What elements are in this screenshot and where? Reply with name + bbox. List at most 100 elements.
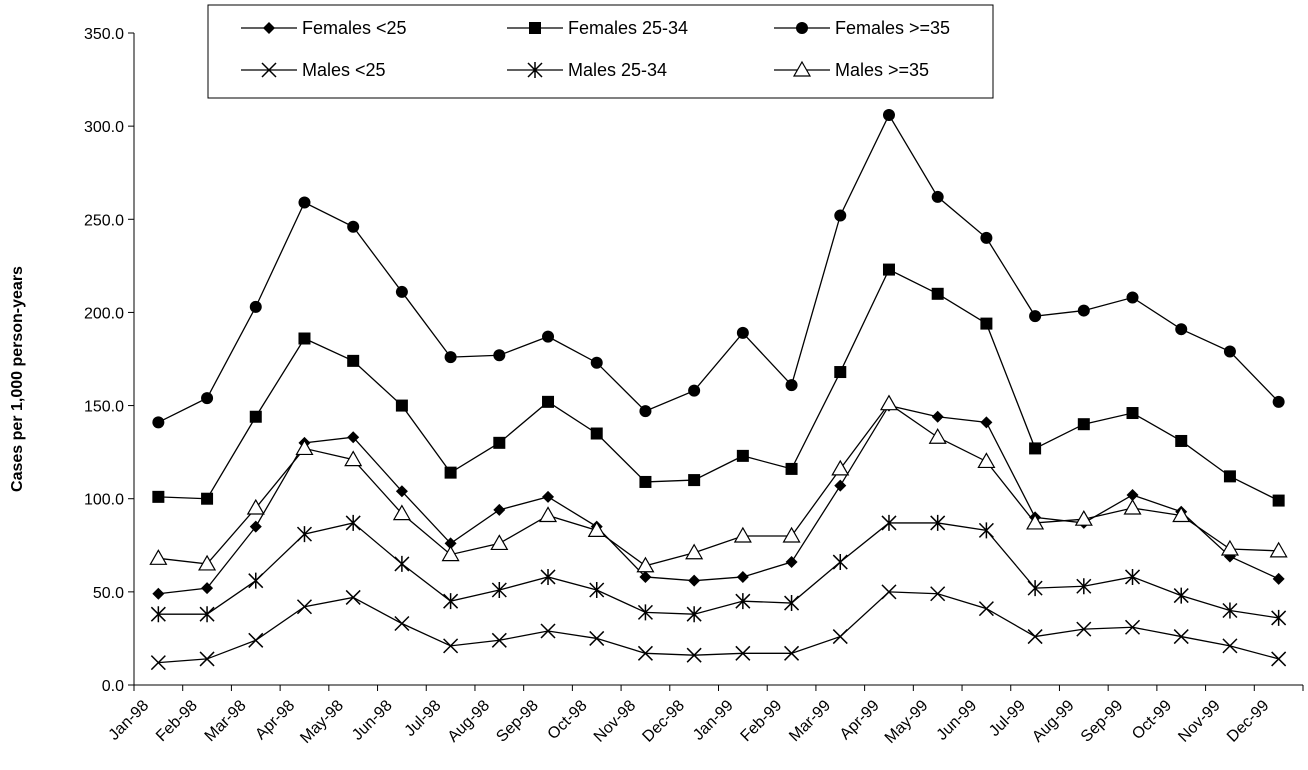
data-point: [688, 574, 701, 587]
data-point: [1074, 509, 1093, 526]
series-line: [158, 522, 1279, 619]
x-tick-label: Jun-99: [934, 697, 981, 744]
x-tick-label: Nov-98: [591, 697, 640, 746]
legend: Females <25 Females 25-34 Females >=35 Male…: [207, 4, 994, 99]
data-point: [298, 332, 311, 345]
data-point: [931, 287, 944, 300]
x-tick-label: Aug-98: [445, 697, 494, 746]
data-point: [1175, 323, 1188, 336]
data-point: [298, 196, 311, 209]
data-point: [296, 599, 313, 615]
data-point: [736, 326, 749, 339]
data-point: [443, 638, 459, 654]
legend-label: Females 25-34: [568, 18, 688, 38]
series-line: [158, 113, 1280, 423]
data-point: [1126, 488, 1139, 501]
data-point: [834, 209, 847, 222]
data-point: [785, 462, 798, 475]
data-point: [1076, 621, 1092, 637]
data-point: [1271, 609, 1287, 626]
data-point: [345, 589, 361, 605]
data-point: [542, 330, 555, 343]
legend-entry: Females >=35: [774, 18, 950, 38]
data-point: [931, 410, 944, 423]
data-point: [1271, 651, 1287, 667]
legend-box: [207, 4, 994, 99]
data-point: [1126, 291, 1139, 304]
legend-marker: [263, 22, 275, 34]
data-point: [199, 606, 215, 623]
x-tick-label: Apr-98: [252, 697, 298, 743]
data-point: [443, 593, 459, 610]
x-tick-label: Oct-99: [1129, 697, 1175, 743]
data-point: [1026, 513, 1045, 530]
data-point: [201, 492, 214, 505]
data-point: [931, 190, 944, 203]
data-point: [395, 399, 408, 412]
y-tick-label: 350.0: [84, 26, 124, 43]
data-point: [639, 405, 652, 418]
data-point: [686, 647, 702, 663]
x-tick-label: Feb-98: [153, 697, 201, 745]
data-point: [639, 570, 652, 583]
x-tick-label: Dec-98: [639, 697, 688, 746]
data-point: [538, 506, 558, 523]
data-point: [493, 349, 506, 362]
data-point: [395, 285, 408, 298]
data-point: [248, 572, 264, 589]
series-line: [158, 404, 1279, 595]
data-point: [735, 593, 751, 610]
x-tick-label: Sep-99: [1078, 697, 1127, 746]
data-point: [201, 582, 214, 595]
data-point: [589, 581, 605, 598]
data-point: [733, 526, 752, 543]
x-tick-label: May-99: [882, 697, 932, 747]
data-point: [637, 645, 653, 661]
x-tick-label: May-98: [297, 697, 347, 747]
data-point: [441, 545, 460, 562]
data-point: [1029, 442, 1042, 455]
x-tick-label: Jun-98: [349, 697, 396, 744]
data-point: [490, 534, 509, 551]
data-point: [1173, 629, 1189, 645]
data-point: [1222, 602, 1238, 619]
legend-entry: Males <25: [241, 60, 386, 80]
x-tick-label: Mar-98: [202, 697, 250, 745]
data-point: [882, 263, 895, 276]
legend-label: Males <25: [302, 60, 386, 80]
series-layer: [149, 108, 1288, 671]
x-tick-label: Mar-99: [786, 697, 834, 745]
data-point: [782, 526, 801, 543]
legend-label: Females >=35: [835, 18, 950, 38]
series-asterisk: [150, 514, 1287, 626]
series-line: [158, 268, 1279, 502]
data-point: [392, 504, 411, 521]
data-point: [1029, 310, 1042, 323]
series-triangle: [149, 394, 1288, 573]
legend-marker: [261, 62, 277, 78]
data-point: [879, 394, 899, 411]
data-point: [1269, 541, 1288, 558]
data-point: [686, 606, 702, 623]
data-point: [444, 466, 457, 479]
data-point: [587, 521, 606, 537]
y-tick-label: 150.0: [84, 399, 124, 416]
data-point: [540, 623, 556, 639]
axes: [133, 33, 1303, 686]
data-point: [784, 595, 800, 612]
data-point: [736, 449, 749, 462]
legend-entry: Females <25: [241, 18, 407, 38]
data-point: [1123, 498, 1142, 515]
data-point: [493, 503, 506, 516]
x-tick-label: Jan-99: [690, 697, 737, 744]
data-point: [930, 514, 946, 531]
y-axis-title: Cases per 1,000 person-years: [9, 266, 26, 492]
data-point: [1027, 580, 1043, 597]
x-tick-label: Aug-99: [1029, 697, 1078, 746]
data-point: [1222, 638, 1238, 654]
data-point: [152, 490, 165, 503]
data-point: [589, 630, 605, 646]
data-point: [1076, 578, 1092, 595]
data-point: [832, 554, 848, 571]
